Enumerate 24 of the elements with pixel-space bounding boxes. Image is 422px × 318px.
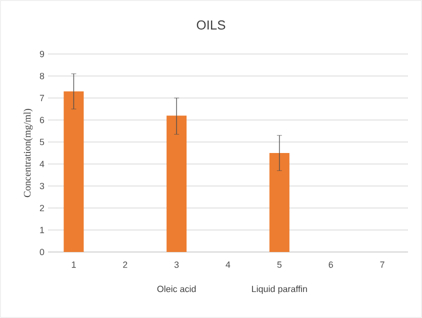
bar <box>64 91 84 252</box>
chart-title: OILS <box>196 20 226 30</box>
y-tick-label: 1 <box>40 226 44 234</box>
y-tick-label: 9 <box>40 50 44 58</box>
x-tick-label: 2 <box>123 262 128 268</box>
x-tick-label: 7 <box>380 262 384 268</box>
y-tick-label: 3 <box>40 182 44 190</box>
text: Liquid paraffin <box>252 286 307 294</box>
x-tick-label: 1 <box>72 262 76 268</box>
y-axis-title: Concentration(mg/ml) <box>24 108 33 198</box>
y-tick-label: 2 <box>40 204 44 212</box>
x-tick-label: 4 <box>226 262 230 268</box>
y-tick-label: 8 <box>40 72 44 80</box>
y-tick-label: 5 <box>40 138 44 146</box>
y-tick-label: 6 <box>40 116 44 124</box>
y-tick-label: 7 <box>40 94 44 102</box>
x-tick-label: 6 <box>328 262 333 268</box>
x-tick-label: 3 <box>174 262 179 268</box>
bar <box>269 153 290 252</box>
y-tick-label: 0 <box>40 248 44 256</box>
y-tick-label: 4 <box>40 160 44 168</box>
bar <box>166 116 187 252</box>
text: Oleic acid <box>157 286 196 292</box>
x-tick-label: 5 <box>277 262 282 268</box>
